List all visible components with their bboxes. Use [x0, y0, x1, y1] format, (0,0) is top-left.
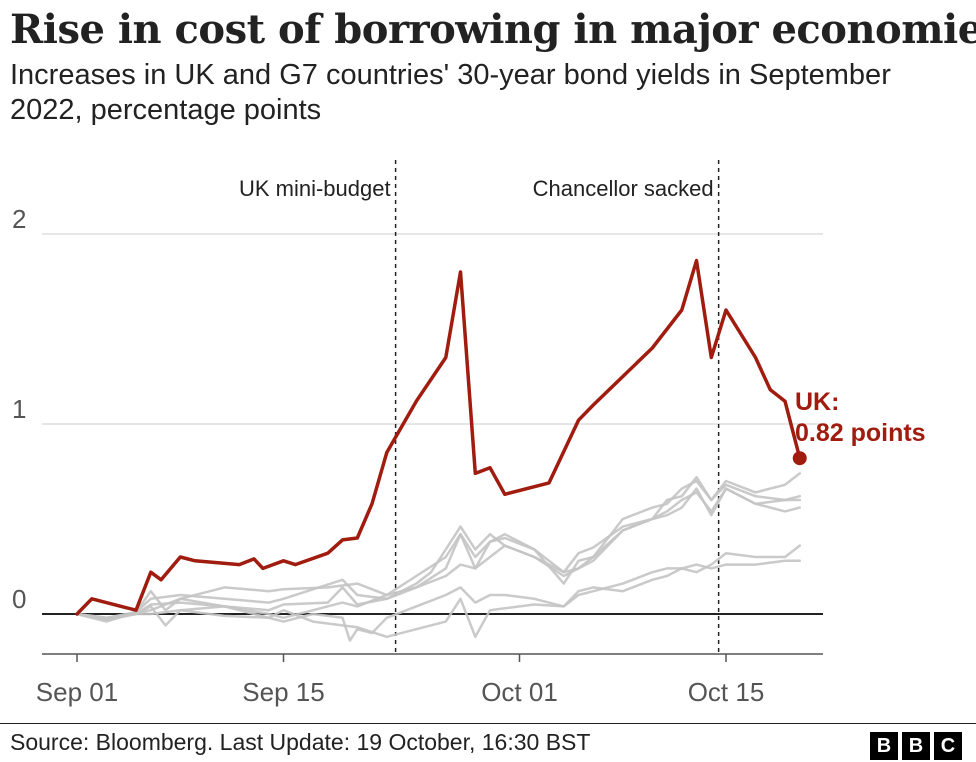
source-note: Source: Bloomberg. Last Update: 19 Octob…	[10, 729, 591, 755]
g7-series-line	[75, 472, 802, 620]
y-tick-label: 1	[12, 394, 26, 424]
y-tick-label: 2	[12, 204, 26, 234]
logo-letter-b2: B	[902, 732, 930, 760]
x-axis: Sep 01 Sep 15 Oct 01 Oct 15	[36, 653, 823, 707]
y-tick-label: 0	[12, 584, 26, 614]
logo-letter-b1: B	[870, 732, 898, 760]
event-label: Chancellor sacked	[533, 176, 714, 201]
line-chart: 0 1 2 Sep 01 Sep 15 Oct 01 Oct 15 UK mini-bud…	[12, 160, 926, 707]
footer-divider	[0, 723, 976, 724]
uk-series	[75, 258, 807, 616]
g7-series-line	[75, 544, 802, 639]
logo-letter-c: C	[934, 732, 962, 760]
x-tick-label: Oct 15	[688, 677, 765, 707]
event-label: UK mini-budget	[239, 176, 391, 201]
event-markers: UK mini-budget Chancellor sacked	[239, 160, 720, 654]
end-annotation: UK: 0.82 points	[795, 388, 926, 447]
chart-subtitle: Increases in UK and G7 countries' 30-yea…	[10, 59, 891, 126]
uk-end-label-line1: UK:	[795, 388, 839, 416]
g7-series-line	[75, 559, 802, 642]
x-tick-label: Oct 01	[481, 677, 558, 707]
bbc-logo: B B C	[870, 732, 962, 760]
uk-series-line	[75, 258, 802, 616]
g7-series-line	[75, 479, 802, 623]
uk-end-point	[792, 451, 807, 466]
g7-series-lines	[75, 472, 802, 642]
x-tick-label: Sep 01	[36, 677, 118, 707]
y-grid: 0 1 2	[12, 204, 823, 615]
uk-end-label-line2: 0.82 points	[795, 419, 926, 447]
x-tick-label: Sep 15	[242, 677, 324, 707]
chart-title: Rise in cost of borrowing in major econo…	[10, 6, 976, 53]
